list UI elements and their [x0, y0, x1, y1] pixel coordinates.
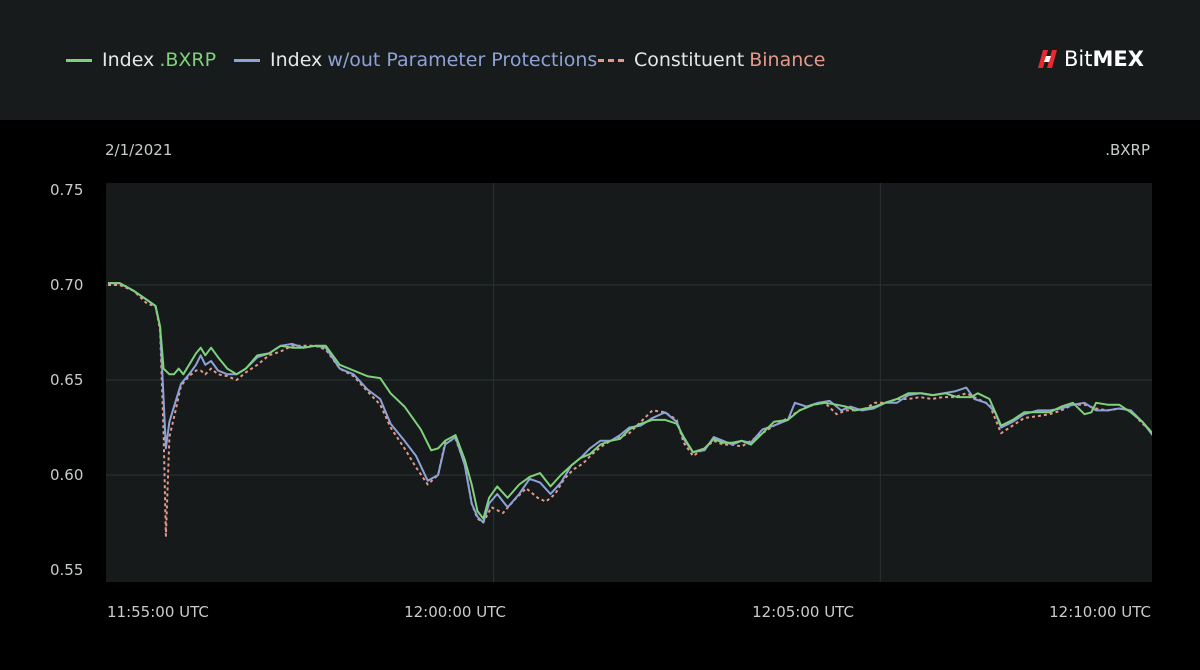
legend-swatch-salmon-dashed: [598, 58, 624, 62]
y-tick-label: 0.55: [50, 561, 83, 579]
y-tick-label: 0.70: [50, 276, 83, 294]
plot-area: [106, 183, 1152, 582]
bitmex-mark-icon: [1038, 50, 1057, 68]
legend-accent: w/out Parameter Protections: [327, 49, 598, 71]
legend-prefix: Index: [102, 49, 155, 71]
x-axis: 11:55:00 UTC 12:00:00 UTC 12:05:00 UTC 12:1…: [107, 603, 1151, 621]
y-tick-label: 0.60: [50, 466, 83, 484]
x-tick-label: 12:05:00 UTC: [752, 603, 854, 621]
chart-header-bar: Index .BXRP Index w/out Parameter Protec…: [0, 0, 1200, 120]
chart-date: 2/1/2021: [105, 141, 173, 159]
legend-swatch-blue: [234, 58, 260, 62]
grid-lines: [106, 183, 1152, 582]
legend-item-index-wout-protections: Index w/out Parameter Protections: [234, 48, 597, 72]
chart-symbol: .BXRP: [1105, 141, 1150, 159]
legend-item-constituent-binance: Constituent Binance: [598, 48, 825, 72]
bitmex-wordmark: BitMEX: [1064, 47, 1144, 71]
x-tick-label: 12:00:00 UTC: [404, 603, 506, 621]
bitmex-logo: BitMEX: [1038, 46, 1144, 72]
logo-text-light: Bit: [1064, 47, 1093, 71]
y-tick-label: 0.65: [50, 371, 83, 389]
legend-accent: .BXRP: [159, 49, 217, 71]
legend-accent: Binance: [749, 49, 826, 71]
legend-swatch-green: [66, 58, 92, 62]
y-axis: 0.75 0.70 0.65 0.60 0.55: [50, 181, 83, 579]
x-tick-label: 11:55:00 UTC: [107, 603, 209, 621]
x-tick-label: 12:10:00 UTC: [1049, 603, 1151, 621]
legend-prefix: Index: [270, 49, 323, 71]
y-tick-label: 0.75: [50, 181, 83, 199]
series-lines: [108, 282, 1152, 537]
legend-prefix: Constituent: [634, 49, 745, 71]
logo-text-bold: MEX: [1092, 47, 1144, 71]
legend-item-index-bxrp: Index .BXRP: [66, 48, 216, 72]
series-line-index-bxrp: [108, 282, 1152, 520]
